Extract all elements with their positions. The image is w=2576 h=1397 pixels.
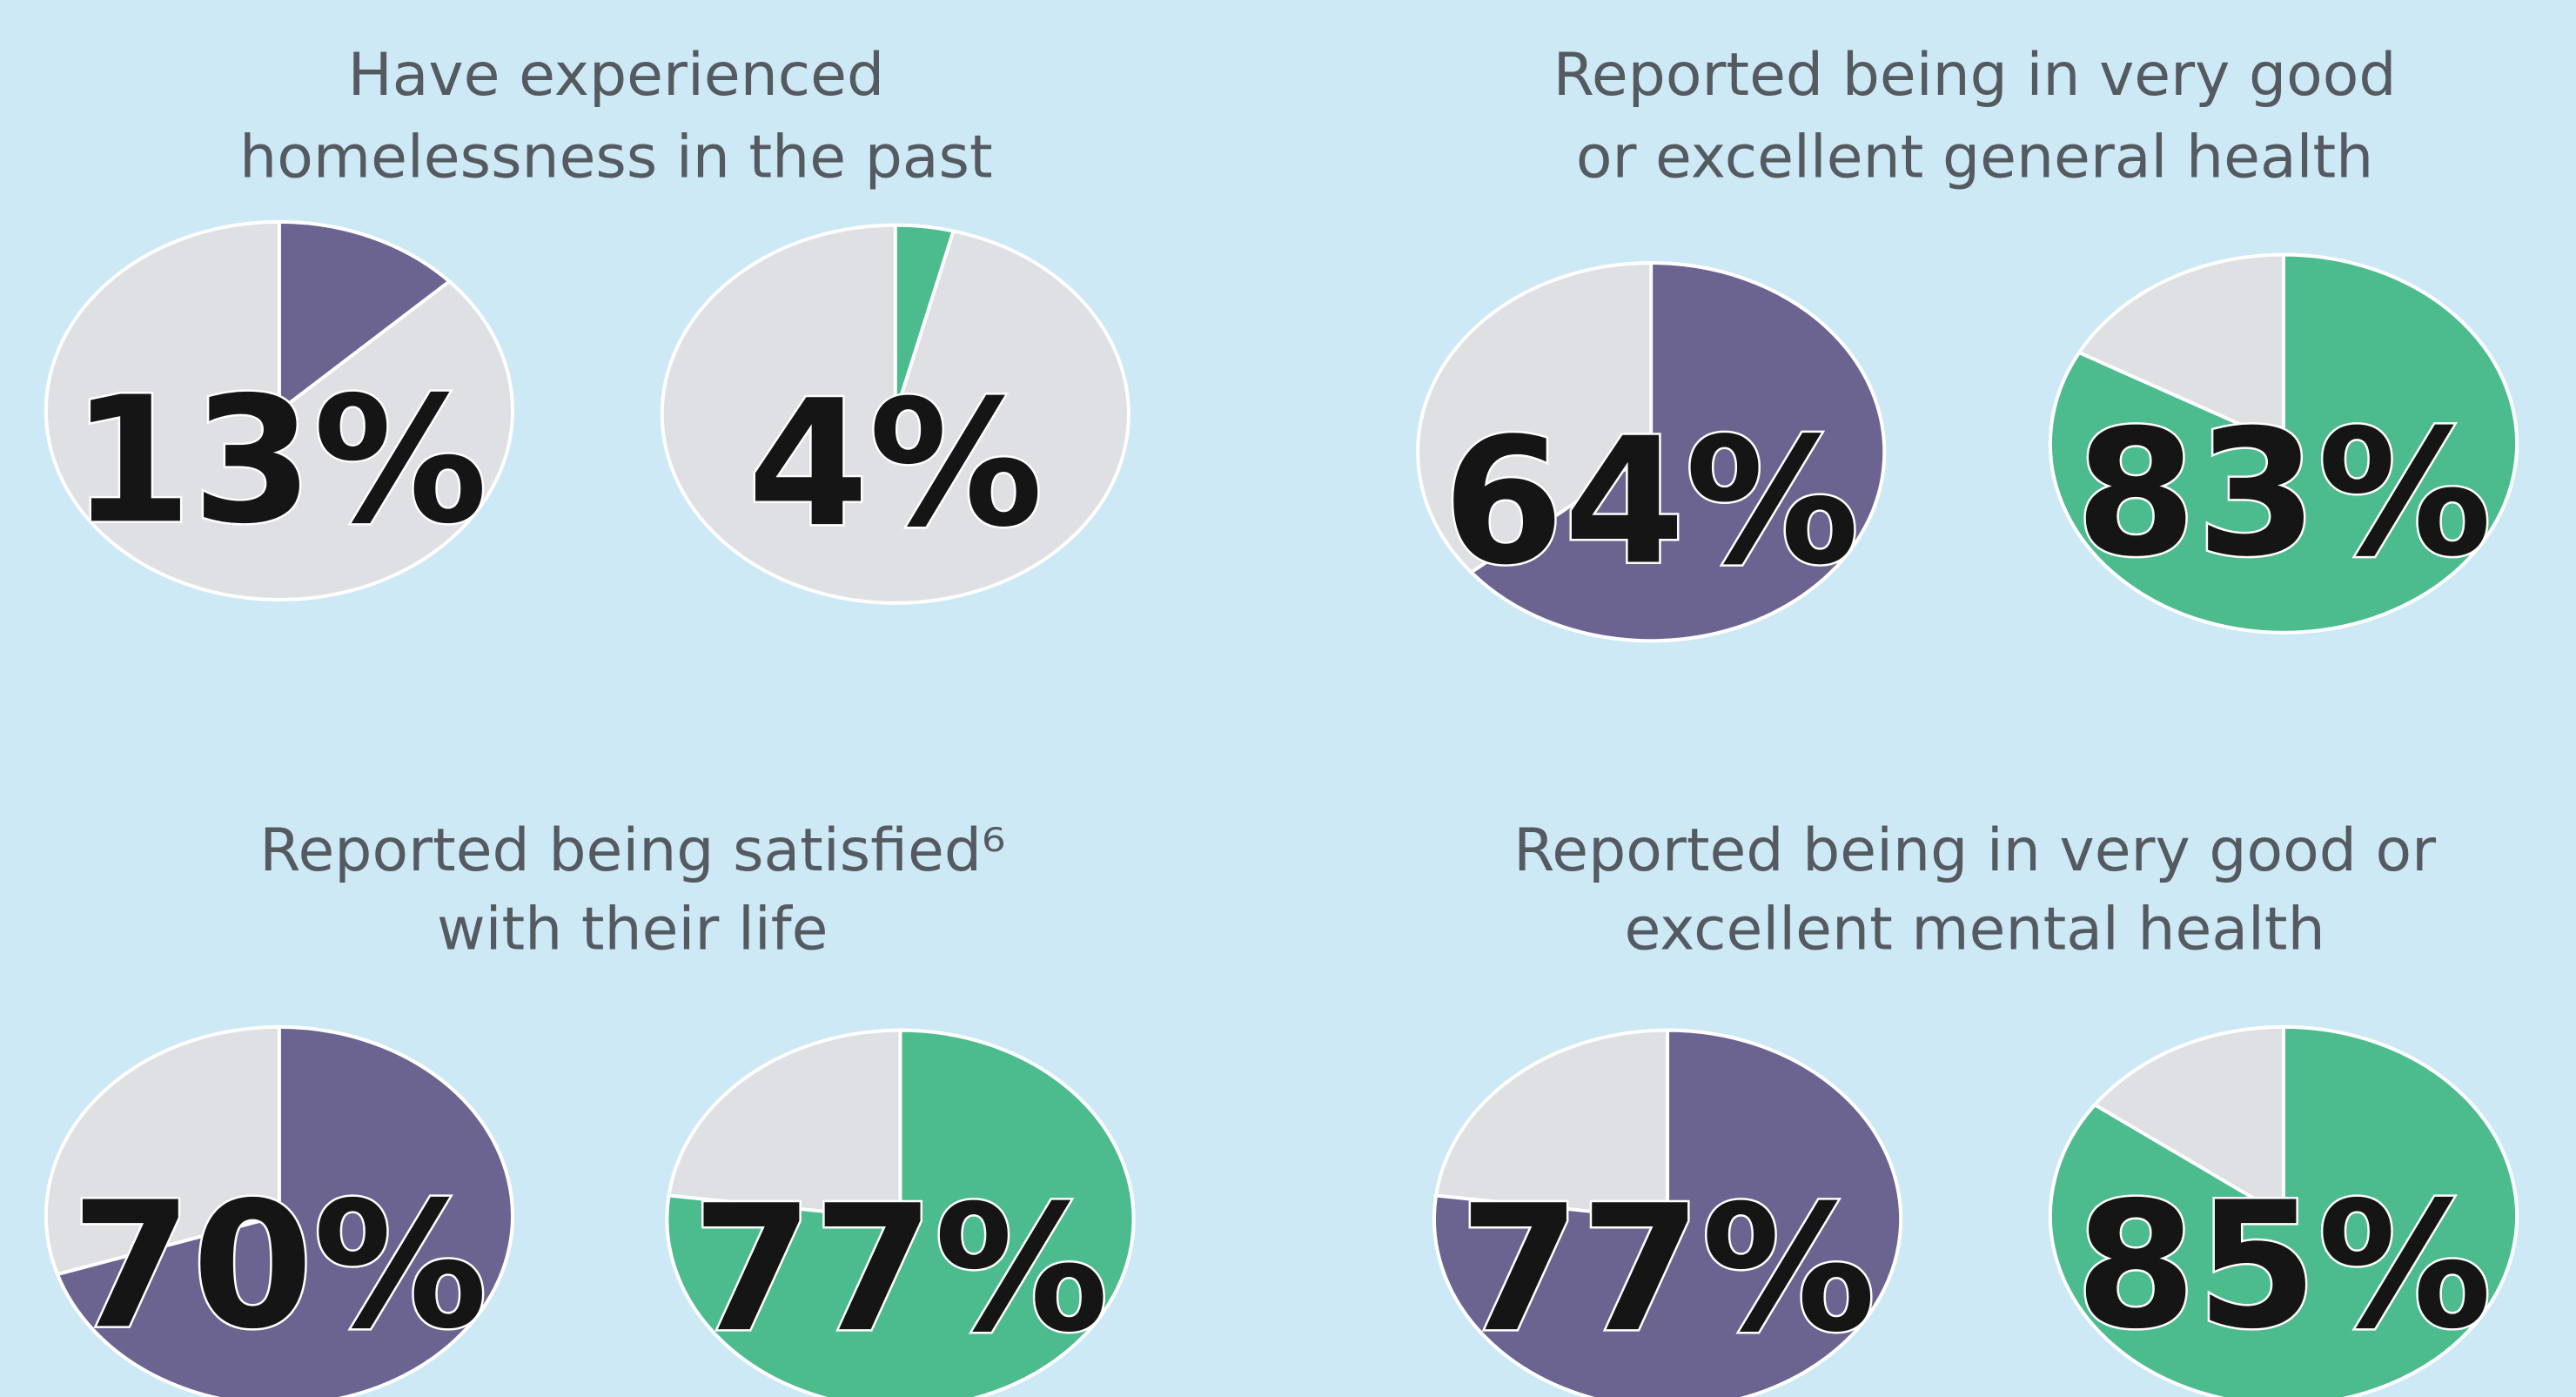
value-label: 70% <box>71 1165 488 1367</box>
chart-title: excellent mental health <box>1624 896 2324 964</box>
value-label: 77% <box>1459 1168 1876 1371</box>
pie-slice <box>55 1024 514 1397</box>
pie-slice <box>2048 252 2519 635</box>
pie-slice <box>2048 1024 2519 1397</box>
chart-title: homelessness in the past <box>239 123 993 191</box>
value-label: 77% <box>692 1168 1109 1371</box>
pie-slice <box>1432 1028 1903 1397</box>
pie-slice <box>665 1028 1136 1397</box>
chart-title: with their life <box>437 896 828 964</box>
chart-title: Reported being in very good or <box>1513 816 2436 885</box>
pie-slice <box>277 219 453 414</box>
chart-title: or excellent general health <box>1576 123 2373 191</box>
chart-title: Have experienced <box>348 41 885 110</box>
pie-slice <box>893 223 956 415</box>
value-label: 4% <box>748 363 1043 566</box>
value-label: 83% <box>2076 393 2492 595</box>
chart-title: Reported being satisfied⁶ <box>259 816 1005 885</box>
value-label: 64% <box>1443 401 1860 604</box>
chart-title: Reported being in very good <box>1553 41 2397 110</box>
value-label: 13% <box>71 359 488 562</box>
pie-slice <box>1468 261 1887 643</box>
value-label: 85% <box>2076 1165 2492 1367</box>
